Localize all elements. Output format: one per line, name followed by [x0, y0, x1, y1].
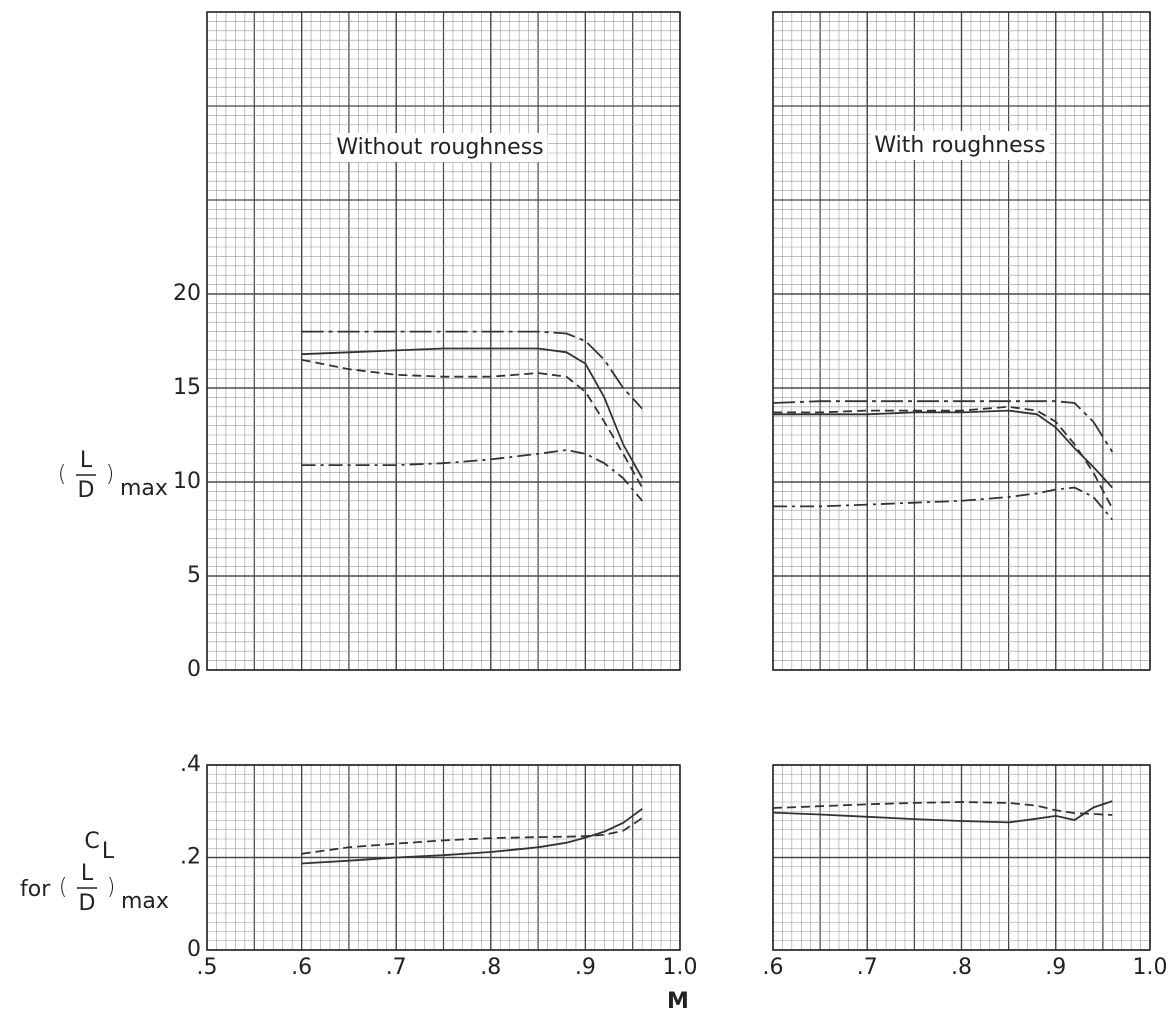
x-tick-label: .6: [291, 955, 312, 980]
y-label-denominator: D: [78, 478, 95, 503]
series-line: [772, 800, 1113, 824]
series-line: [301, 330, 643, 410]
plot-frame: [772, 11, 1151, 671]
y-label-subscript: max: [120, 476, 168, 501]
panel-title: Without roughness: [336, 135, 543, 160]
series-line: [772, 801, 1113, 816]
y-tick-label: .4: [180, 752, 201, 777]
series-line: [773, 486, 1113, 521]
y-tick-label: 15: [173, 375, 201, 400]
x-tick-label: .8: [951, 955, 972, 980]
series-line: [773, 405, 1114, 509]
y-label-paren: (: [59, 875, 68, 900]
series-line: [301, 358, 643, 489]
y-label-denominator: D: [79, 891, 96, 916]
x-tick-label: 1.0: [1133, 955, 1168, 980]
title-background: [332, 133, 548, 162]
series-line: [301, 347, 643, 479]
y-tick-label: 10: [173, 469, 201, 494]
y-label-numerator: L: [81, 861, 94, 886]
y-label-numerator: L: [80, 448, 93, 473]
x-tick-label: .5: [197, 955, 218, 980]
y-label-paren: ): [107, 875, 116, 900]
y-tick-label: 0: [187, 937, 201, 962]
x-axis-label: M: [667, 989, 689, 1014]
y-tick-label: 20: [173, 281, 201, 306]
y-label-paren: (: [58, 462, 67, 487]
x-tick-label: .9: [1045, 955, 1066, 980]
series-line: [772, 400, 1114, 453]
y-label-subscript: max: [121, 889, 169, 914]
series-line: [301, 817, 643, 855]
panel-title: With roughness: [874, 133, 1045, 158]
y-tick-label: .2: [180, 845, 201, 870]
x-tick-label: 1.0: [663, 955, 698, 980]
y-label-symbol: C: [84, 829, 99, 854]
title-background: [870, 131, 1050, 160]
plot-frame: [772, 764, 1151, 951]
y-tick-label: 0: [187, 657, 201, 682]
y-tick-label: 5: [187, 563, 201, 588]
x-tick-label: .9: [575, 955, 596, 980]
plot-frame: [206, 11, 681, 671]
x-tick-label: .7: [857, 955, 878, 980]
x-tick-label: .7: [386, 955, 407, 980]
plot-frame: [206, 764, 681, 951]
y-label-paren: ): [106, 462, 115, 487]
x-tick-label: .6: [763, 955, 784, 980]
y-label-word: for: [20, 877, 51, 902]
y-label-subscript: L: [102, 839, 115, 864]
x-tick-label: .8: [480, 955, 501, 980]
series-line: [301, 808, 643, 865]
series-line: [301, 449, 643, 502]
